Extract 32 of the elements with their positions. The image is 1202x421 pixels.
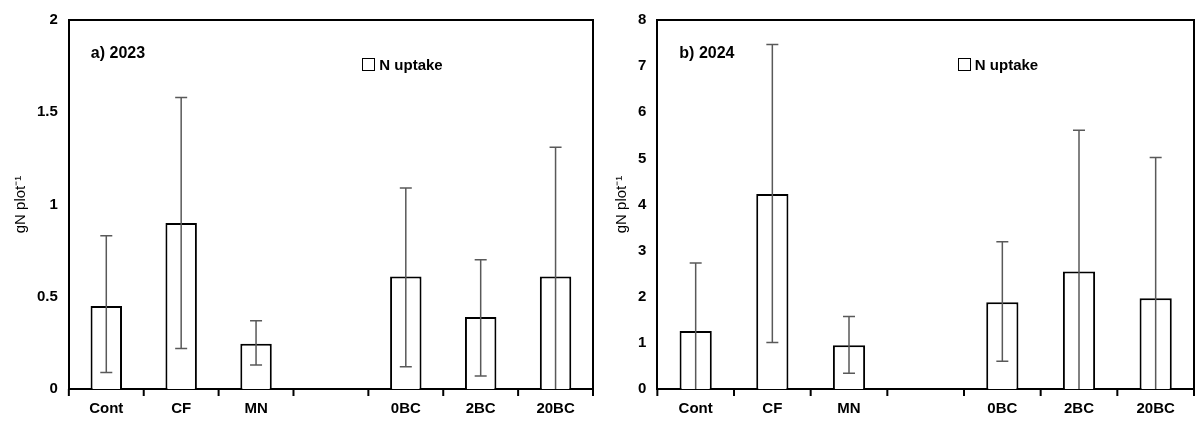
y-tick-label: 2 — [638, 286, 647, 304]
x-tick-label: CF — [171, 399, 192, 417]
x-tick-label: 20BC — [1136, 399, 1175, 417]
y-tick-label: 0 — [49, 379, 58, 397]
y-tick-label: 3 — [638, 240, 647, 258]
text: N uptake — [379, 56, 443, 73]
text: b) 2024 — [679, 44, 735, 62]
x-tick-label: 0BC — [390, 399, 421, 417]
y-tick-label: 4 — [638, 194, 647, 212]
x-tick-label: Cont — [89, 399, 124, 417]
y-tick-label: 7 — [638, 56, 647, 74]
x-tick-label: Cont — [678, 399, 713, 417]
y-tick-label: 1 — [638, 333, 647, 351]
y-tick-label: 2 — [49, 10, 58, 28]
y-tick-label: 1.5 — [36, 102, 58, 120]
y-tick-label: 0 — [638, 379, 647, 397]
y-tick-label: 5 — [638, 148, 647, 166]
x-tick-label: 20BC — [536, 399, 575, 417]
y-tick-label: 0.5 — [36, 286, 58, 304]
x-tick-label: 2BC — [465, 399, 496, 417]
x-tick-label: 2BC — [1063, 399, 1095, 417]
text: a) 2023 — [90, 44, 146, 62]
text: N uptake — [974, 56, 1039, 73]
x-tick-label: MN — [837, 399, 861, 417]
x-tick-label: CF — [762, 399, 783, 417]
y-tick-label: 8 — [638, 10, 647, 28]
y-tick-label: 1 — [49, 194, 58, 212]
x-tick-label: MN — [244, 399, 268, 417]
y-axis-title: gN plot⁻¹ — [11, 175, 29, 234]
y-axis-title: gN plot⁻¹ — [612, 175, 630, 234]
y-tick-label: 6 — [638, 102, 647, 120]
x-tick-label: 0BC — [987, 399, 1018, 417]
